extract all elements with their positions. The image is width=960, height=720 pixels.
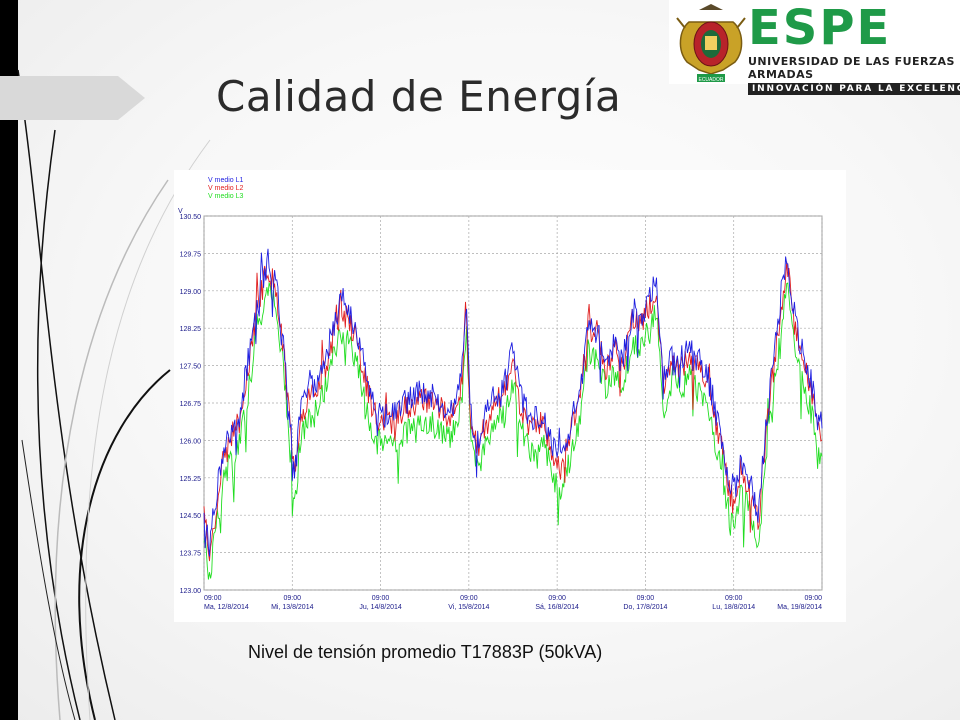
- series-line: [203, 282, 823, 580]
- x-tick-date: Lu, 18/8/2014: [712, 604, 755, 611]
- x-tick-time: 09:00: [725, 595, 743, 602]
- x-tick-time: 09:00: [460, 595, 478, 602]
- x-tick-date: Ju, 14/8/2014: [359, 604, 402, 611]
- y-tick-label: 123.00: [180, 588, 202, 595]
- x-tick-date: Vi, 15/8/2014: [448, 604, 489, 611]
- y-tick-label: 127.50: [180, 364, 202, 371]
- x-tick-time: 09:00: [637, 595, 655, 602]
- legend-entry: V medio L1: [208, 177, 244, 184]
- x-tick-time: 09:00: [284, 595, 302, 602]
- logo-motto: INNOVACIÓN PARA LA EXCELENCIA: [748, 83, 960, 95]
- emblem-text: ECUADOR: [698, 77, 723, 83]
- y-tick-label: 130.50: [180, 214, 202, 221]
- y-tick-label: 125.25: [180, 476, 202, 483]
- x-tick-date: Ma, 12/8/2014: [204, 604, 249, 611]
- x-tick-date: Sá, 16/8/2014: [535, 604, 579, 611]
- x-tick-date: Mi, 13/8/2014: [271, 604, 314, 611]
- voltage-chart-panel: 130.50 129.75 129.00 128.25 127.50 126.75 126.…: [174, 170, 846, 622]
- title-tab-shape: [0, 76, 145, 120]
- legend-entry: V medio L3: [208, 193, 244, 200]
- legend-entry: V medio L2: [208, 185, 244, 192]
- x-tick-time: 09:00: [372, 595, 390, 602]
- y-tick-label: 128.25: [180, 326, 202, 333]
- series-line: [203, 248, 823, 557]
- chart-caption: Nivel de tensión promedio T17883P (50kVA…: [248, 642, 603, 662]
- espe-logo: ECUADOR ESPE UNIVERSIDAD DE LAS FUERZAS …: [669, 0, 960, 95]
- y-tick-label: 123.75: [180, 551, 202, 558]
- x-tick-date: Do, 17/8/2014: [623, 604, 667, 611]
- x-tick-time: 09:00: [804, 595, 822, 602]
- x-tick-date: Ma, 19/8/2014: [777, 604, 822, 611]
- voltage-line-chart: 130.50 129.75 129.00 128.25 127.50 126.75 126.…: [178, 177, 823, 611]
- slide-title: Calidad de Energía: [216, 72, 622, 121]
- y-tick-label: 126.00: [180, 438, 202, 445]
- coat-of-arms-emblem: ECUADOR: [676, 4, 746, 83]
- logo-text-block: ESPE UNIVERSIDAD DE LAS FUERZAS ARMADAS …: [748, 2, 960, 95]
- y-tick-label: 129.00: [180, 289, 202, 296]
- y-tick-label: 124.50: [180, 513, 202, 520]
- y-tick-label: 126.75: [180, 401, 202, 408]
- y-tick-label: 129.75: [180, 251, 202, 258]
- x-tick-time: 09:00: [548, 595, 566, 602]
- y-axis-label: V: [178, 208, 183, 215]
- logo-wordmark: ESPE: [748, 0, 892, 56]
- left-accent-bar: [0, 0, 18, 720]
- x-tick-time: 09:00: [204, 595, 222, 602]
- series-line: [203, 261, 823, 562]
- logo-university-name: UNIVERSIDAD DE LAS FUERZAS ARMADAS: [748, 55, 955, 81]
